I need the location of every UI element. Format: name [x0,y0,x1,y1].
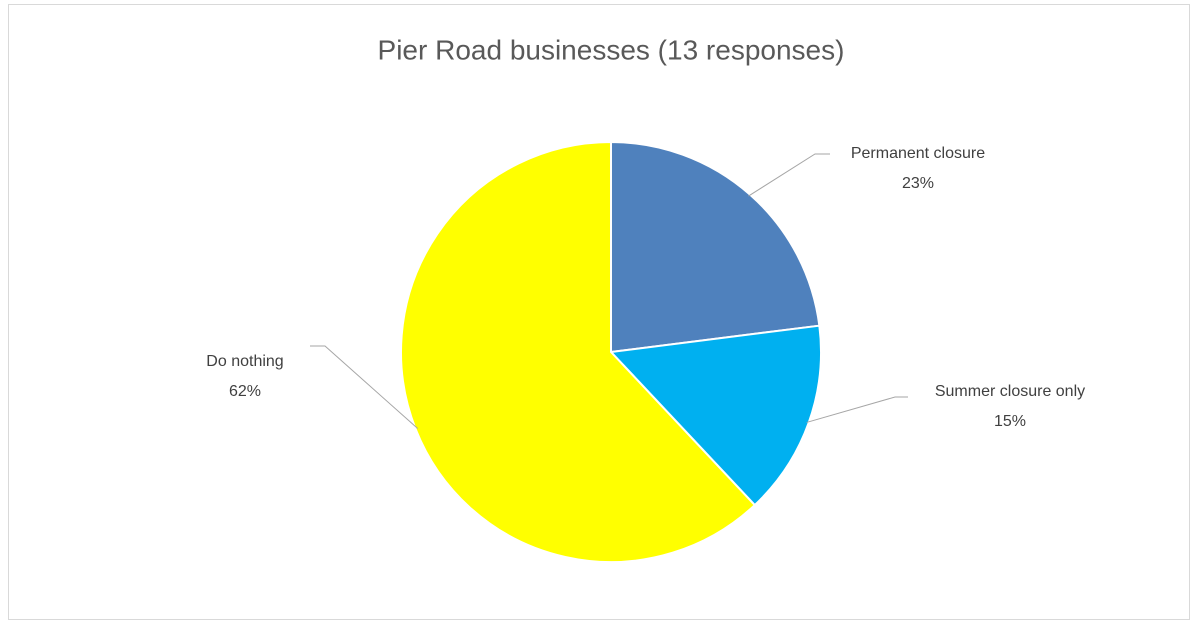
data-label-category: Summer closure only [935,383,1085,400]
leader-line [310,345,419,429]
data-label-category: Permanent closure [851,145,985,162]
data-label-category: Do nothing [206,353,283,370]
pie-slice [608,324,822,507]
data-label-value: 62% [229,383,261,400]
chart-title: Pier Road businesses (13 responses) [378,34,845,65]
leader-line [748,153,830,197]
data-label-value: 15% [994,413,1026,430]
data-label-value: 23% [902,175,934,192]
leader-line [806,396,908,423]
pie-slice [610,140,821,354]
pie-slice [400,140,757,563]
